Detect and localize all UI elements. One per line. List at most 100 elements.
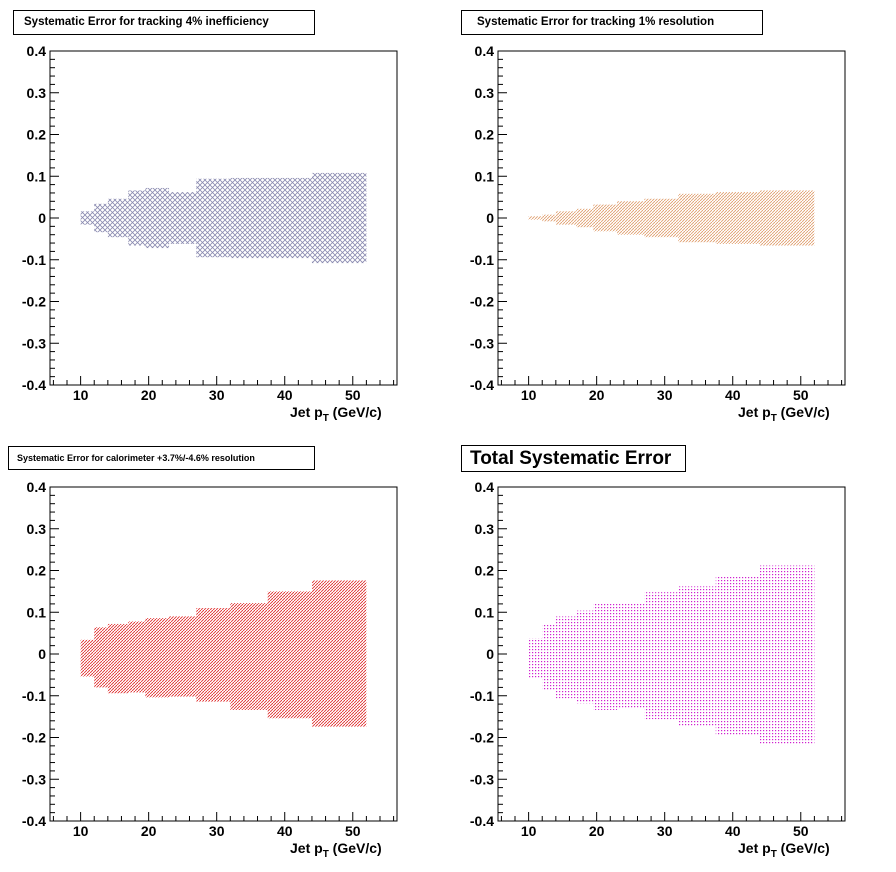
error-band-bin bbox=[80, 639, 95, 677]
chart-panel-calorimeter-resolution: -0.4 -0.3 -0.2 -0.1 0 0.1 0.2 0.3 0.4 10 20 30 40 50 … bbox=[0, 436, 448, 872]
x-tick-label: 20 bbox=[141, 387, 157, 403]
error-band-bin bbox=[593, 204, 618, 232]
error-band-bin bbox=[644, 198, 679, 238]
error-band bbox=[80, 580, 367, 727]
x-tick-label: 30 bbox=[209, 387, 225, 403]
error-band-bin bbox=[267, 177, 312, 259]
error-band-bin bbox=[593, 603, 618, 710]
error-band-bin bbox=[555, 616, 577, 699]
x-axis-label-unit: (GeV/c) bbox=[776, 404, 830, 420]
error-band-bin bbox=[107, 623, 129, 694]
x-axis-label-main: Jet p bbox=[738, 404, 771, 420]
y-tick-label: 0.3 bbox=[27, 521, 47, 537]
error-band-bin bbox=[107, 198, 129, 238]
y-tick-label: 0.4 bbox=[27, 479, 47, 495]
error-band bbox=[528, 190, 815, 246]
y-tick-label: -0.2 bbox=[22, 294, 46, 310]
y-tick-label: 0 bbox=[38, 646, 46, 662]
error-band-bin bbox=[145, 618, 170, 698]
x-tick-label: 40 bbox=[725, 823, 741, 839]
y-tick-label: -0.2 bbox=[470, 294, 494, 310]
error-band-bin bbox=[617, 201, 645, 235]
chart-panel-tracking-inefficiency: -0.4 -0.3 -0.2 -0.1 0 0.1 0.2 0.3 0.4 10 20 30 40 50 … bbox=[0, 0, 448, 436]
x-tick-label: 10 bbox=[73, 823, 89, 839]
error-band-bin bbox=[678, 586, 716, 727]
x-tick-label: 40 bbox=[277, 387, 293, 403]
error-band-bin bbox=[230, 603, 268, 710]
x-tick-label: 10 bbox=[521, 823, 537, 839]
error-band-bin bbox=[94, 627, 108, 688]
chart-title: Total Systematic Error bbox=[461, 445, 686, 472]
y-tick-label: 0.1 bbox=[27, 604, 47, 620]
y-tick-label: 0.4 bbox=[27, 43, 47, 59]
x-tick-label: 50 bbox=[793, 823, 809, 839]
chart-svg: -0.4 -0.3 -0.2 -0.1 0 0.1 0.2 0.3 0.4 10 20 30 40 50 bbox=[470, 479, 846, 839]
error-band-bin bbox=[169, 192, 197, 244]
y-tick-label: 0.1 bbox=[27, 168, 47, 184]
y-tick-label: 0 bbox=[486, 646, 494, 662]
x-axis-label-main: Jet p bbox=[290, 840, 323, 856]
error-band-bin bbox=[528, 216, 543, 220]
chart-svg: -0.4 -0.3 -0.2 -0.1 0 0.1 0.2 0.3 0.4 10 20 30 40 50 bbox=[22, 479, 398, 839]
y-tick-label: -0.1 bbox=[470, 252, 494, 268]
x-axis-label-subscript: T bbox=[770, 848, 777, 860]
x-tick-label: 20 bbox=[589, 823, 605, 839]
y-tick-label: 0.2 bbox=[475, 127, 495, 143]
y-tick-label: -0.2 bbox=[470, 730, 494, 746]
y-tick-label: 0.3 bbox=[27, 85, 47, 101]
chart-svg: -0.4 -0.3 -0.2 -0.1 0 0.1 0.2 0.3 0.4 10 20 30 40 50 bbox=[470, 43, 846, 403]
y-tick-label: -0.3 bbox=[22, 335, 46, 351]
y-tick-label: 0.2 bbox=[475, 563, 495, 579]
chart-panel-tracking-resolution: -0.4 -0.3 -0.2 -0.1 0 0.1 0.2 0.3 0.4 10 20 30 40 50 … bbox=[448, 0, 896, 436]
y-tick-label: 0.1 bbox=[475, 604, 495, 620]
y-tick-label: -0.2 bbox=[22, 730, 46, 746]
error-band-bin bbox=[196, 178, 231, 258]
x-tick-label: 50 bbox=[345, 387, 361, 403]
y-tick-label: 0.4 bbox=[475, 479, 495, 495]
error-band-bin bbox=[145, 187, 170, 249]
error-band-bin bbox=[311, 172, 367, 264]
y-tick-label: 0.3 bbox=[475, 85, 495, 101]
error-band-bin bbox=[542, 214, 556, 222]
x-axis-label: Jet pT (GeV/c) bbox=[738, 404, 830, 424]
error-band-bin bbox=[128, 621, 146, 693]
y-tick-label: -0.1 bbox=[470, 688, 494, 704]
y-tick-label: 0 bbox=[38, 210, 46, 226]
x-tick-label: 30 bbox=[657, 387, 673, 403]
error-band-bin bbox=[128, 190, 146, 246]
error-band bbox=[528, 565, 815, 746]
chart-title: Systematic Error for tracking 4% ineffic… bbox=[13, 10, 315, 35]
x-axis-label-unit: (GeV/c) bbox=[328, 404, 382, 420]
error-band-bin bbox=[542, 624, 556, 691]
y-tick-label: 0.2 bbox=[27, 563, 47, 579]
y-tick-label: 0.4 bbox=[475, 43, 495, 59]
error-band-bin bbox=[267, 591, 312, 719]
error-band-bin bbox=[759, 190, 815, 246]
chart-panel-total-systematic: -0.4 -0.3 -0.2 -0.1 0 0.1 0.2 0.3 0.4 10 20 30 40 50 … bbox=[448, 436, 896, 872]
x-tick-label: 50 bbox=[793, 387, 809, 403]
y-tick-label: 0.1 bbox=[475, 168, 495, 184]
x-tick-label: 20 bbox=[589, 387, 605, 403]
error-band-bin bbox=[230, 177, 268, 259]
y-tick-label: -0.4 bbox=[470, 377, 494, 393]
x-tick-label: 40 bbox=[277, 823, 293, 839]
y-tick-label: -0.4 bbox=[22, 377, 46, 393]
error-band-bin bbox=[555, 211, 577, 225]
x-tick-label: 20 bbox=[141, 823, 157, 839]
error-band-bin bbox=[644, 592, 679, 720]
error-band-bin bbox=[759, 565, 815, 746]
chart-svg: -0.4 -0.3 -0.2 -0.1 0 0.1 0.2 0.3 0.4 10 20 30 40 50 bbox=[22, 43, 398, 403]
error-band-bin bbox=[576, 208, 594, 228]
y-tick-label: -0.1 bbox=[22, 688, 46, 704]
error-band-bin bbox=[94, 203, 108, 233]
x-axis-label-main: Jet p bbox=[290, 404, 323, 420]
y-tick-label: -0.3 bbox=[470, 771, 494, 787]
x-tick-label: 30 bbox=[209, 823, 225, 839]
x-axis-label-subscript: T bbox=[322, 412, 329, 424]
x-axis-label: Jet pT (GeV/c) bbox=[290, 404, 382, 424]
x-axis-label: Jet pT (GeV/c) bbox=[290, 840, 382, 860]
error-band bbox=[80, 172, 367, 264]
error-band-bin bbox=[80, 211, 95, 225]
x-axis-label-subscript: T bbox=[322, 848, 329, 860]
chart-title: Systematic Error for tracking 1% resolut… bbox=[461, 10, 763, 35]
